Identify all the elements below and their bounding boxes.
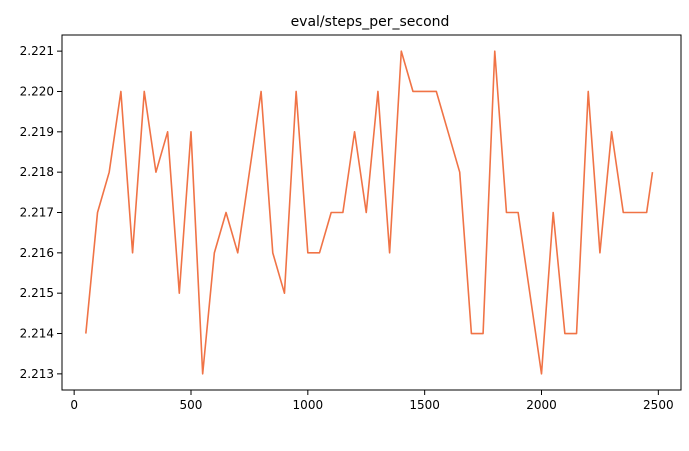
plot-frame [61, 34, 682, 391]
x-tick-label: 1500 [409, 398, 440, 412]
y-axis: 2.213 2.214 2.215 2.216 2.217 2.218 2.219 2.220… [20, 44, 62, 381]
y-tick-label: 2.217 [20, 206, 54, 220]
x-tick-label: 2000 [526, 398, 557, 412]
series-line [85, 50, 654, 375]
x-axis: 0 500 1000 1500 2000 2500 [70, 390, 674, 412]
y-tick-label: 2.215 [20, 286, 54, 300]
chart-title: eval/steps_per_second [291, 14, 450, 30]
x-tick-label: 0 [70, 398, 78, 412]
y-tick-label: 2.213 [20, 367, 54, 381]
y-tick-label: 2.218 [20, 165, 54, 179]
x-tick-label: 1000 [293, 398, 324, 412]
y-tick-label: 2.219 [20, 125, 54, 139]
y-tick-label: 2.216 [20, 246, 54, 260]
y-tick-label: 2.221 [20, 44, 54, 58]
series-group [85, 50, 654, 375]
x-tick-label: 500 [180, 398, 203, 412]
x-tick-label: 2500 [643, 398, 674, 412]
y-tick-label: 2.220 [20, 84, 54, 98]
y-tick-label: 2.214 [20, 327, 54, 341]
